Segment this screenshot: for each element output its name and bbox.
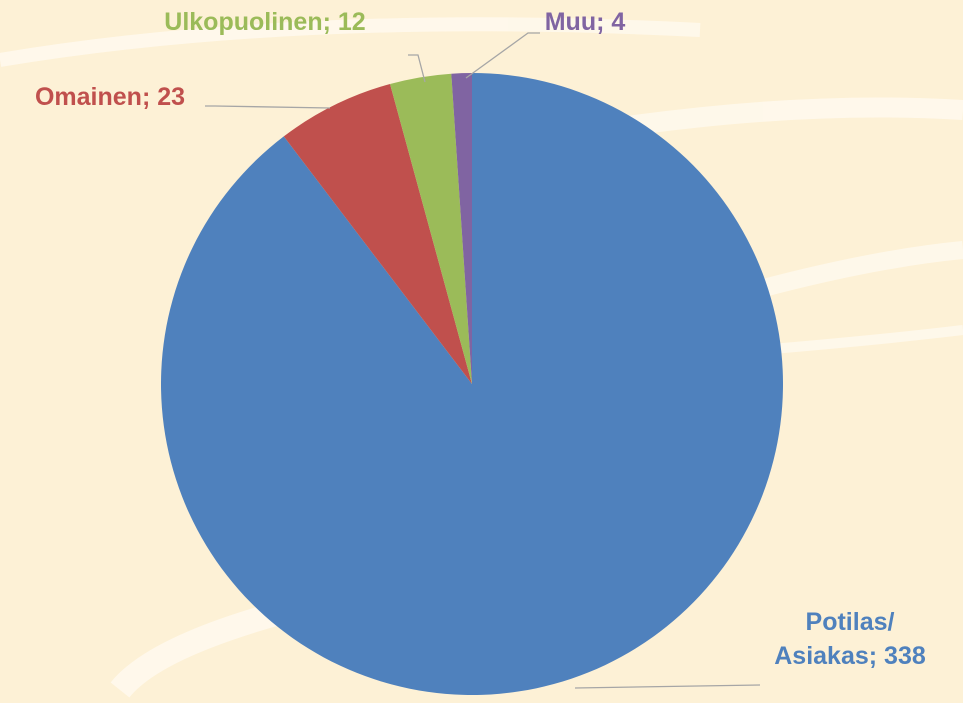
label-separator: ;: [868, 642, 885, 670]
data-label: Potilas/ Asiakas; 338: [760, 605, 940, 673]
data-label: Ulkopuolinen; 12: [125, 5, 405, 39]
leader-line: [465, 32, 540, 79]
leader-line: [408, 54, 426, 83]
label-category: Omainen: [34, 83, 142, 111]
label-value: 12: [337, 8, 366, 36]
pie-slice: [283, 83, 472, 385]
label-category: Ulkopuolinen: [164, 8, 323, 36]
leader-line: [574, 684, 761, 689]
label-separator: ;: [596, 8, 612, 36]
label-value: 338: [884, 642, 926, 670]
label-category: Muu: [544, 8, 597, 36]
leader-line: [205, 105, 331, 109]
pie-slice: [390, 73, 472, 384]
label-separator: ;: [322, 8, 338, 36]
data-label: Omainen; 23: [5, 80, 215, 114]
data-label: Muu; 4: [525, 5, 645, 39]
label-value: 4: [611, 8, 626, 36]
label-category: Potilas/ Asiakas: [774, 608, 895, 670]
label-separator: ;: [141, 83, 158, 111]
label-value: 23: [157, 83, 186, 111]
pie-slice: [451, 73, 472, 384]
